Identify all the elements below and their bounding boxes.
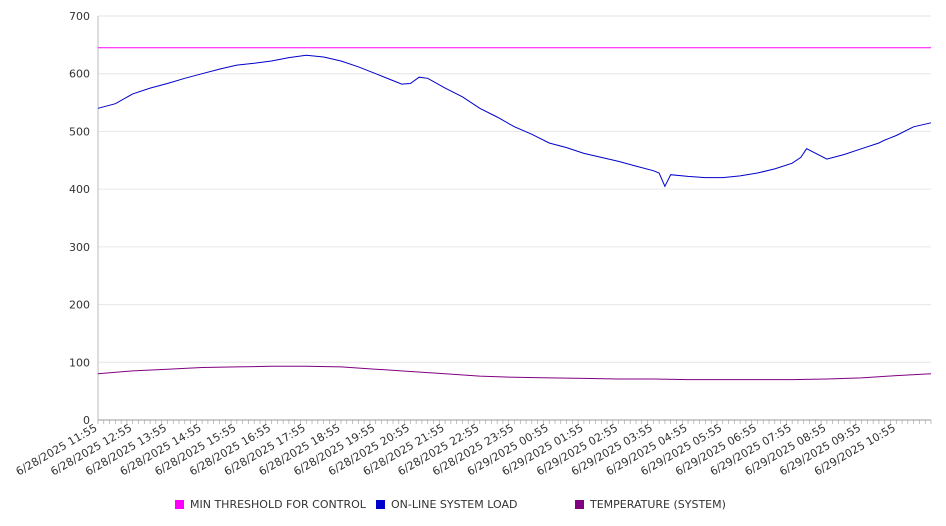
y-tick-label: 100 (69, 356, 90, 369)
y-tick-label: 400 (69, 183, 90, 196)
y-axis-ticks: 0 100 200 300 400 500 600 700 (69, 10, 90, 427)
legend-item-threshold: MIN THRESHOLD FOR CONTROL (175, 498, 366, 511)
legend-label-temperature: TEMPERATURE (SYSTEM) (590, 498, 726, 511)
y-tick-label: 0 (83, 414, 90, 427)
y-tick-label: 600 (69, 68, 90, 81)
legend-swatch-load (376, 500, 385, 509)
x-axis-ticks: 6/28/2025 11:556/28/2025 12:556/28/2025 … (14, 420, 932, 478)
legend-swatch-temperature (575, 500, 584, 509)
y-tick-label: 700 (69, 10, 90, 23)
legend-swatch-threshold (175, 500, 184, 509)
y-tick-label: 500 (69, 125, 90, 138)
legend-label-load: ON-LINE SYSTEM LOAD (391, 498, 518, 511)
legend-item-load: ON-LINE SYSTEM LOAD (376, 498, 517, 511)
series-line-2 (97, 365, 932, 381)
series-lines (97, 47, 932, 381)
gridlines (98, 15, 931, 363)
series-line-1 (97, 54, 932, 188)
axes (97, 16, 931, 421)
legend-label-threshold: MIN THRESHOLD FOR CONTROL (190, 498, 366, 511)
legend: MIN THRESHOLD FOR CONTROL ON-LINE SYSTEM… (0, 498, 946, 516)
y-tick-label: 300 (69, 241, 90, 254)
legend-item-temperature: TEMPERATURE (SYSTEM) (575, 498, 726, 511)
y-tick-label: 200 (69, 299, 90, 312)
